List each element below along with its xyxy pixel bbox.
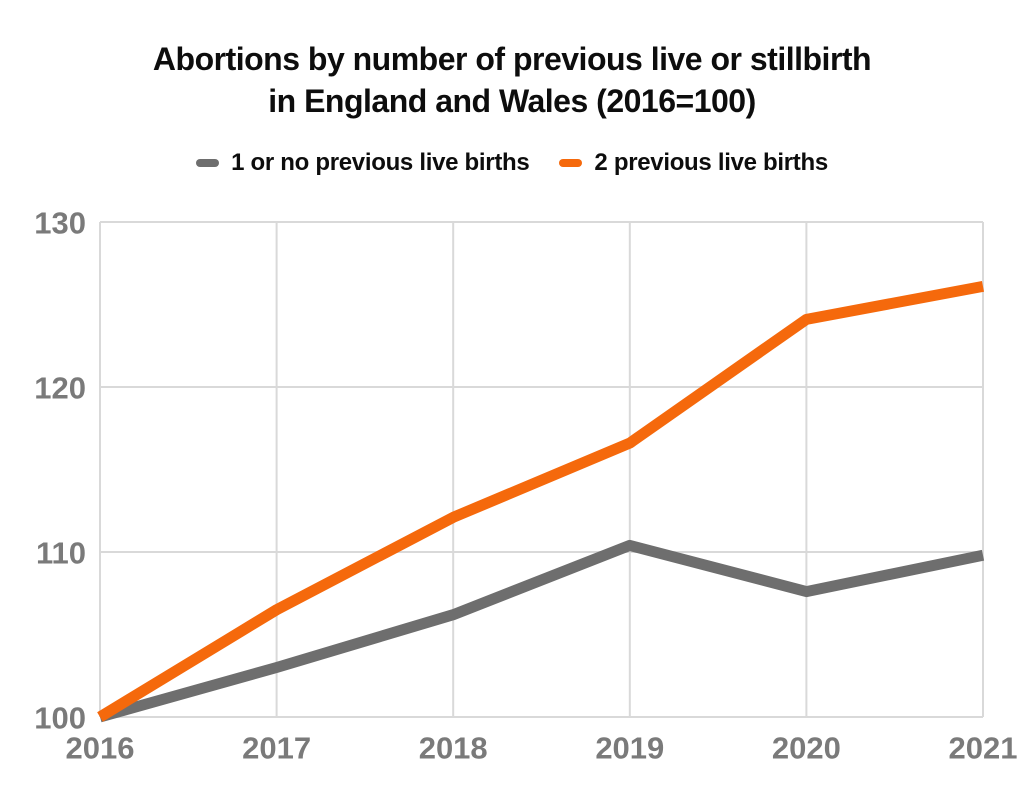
line-series-2 (97, 280, 985, 722)
x-tick-label-2018: 2018 (419, 731, 488, 766)
legend-label-orange: 2 previous live births (594, 149, 828, 176)
x-tick-label-2021: 2021 (949, 731, 1018, 766)
y-tick-label-130: 130 (34, 206, 86, 241)
legend-item-2-previous: 2 previous live births (559, 149, 828, 177)
legend-label-gray: 1 or no previous live births (231, 149, 530, 176)
x-tick-label-2017: 2017 (242, 731, 311, 766)
x-tick-label-2016: 2016 (66, 731, 135, 766)
line-series-1 (98, 539, 985, 723)
y-tick-label-120: 120 (34, 371, 86, 406)
chart-title-line1: Abortions by number of previous live or … (152, 41, 872, 77)
legend-swatch-gray (196, 159, 220, 167)
legend-swatch-orange (559, 159, 583, 167)
y-tick-label-100: 100 (34, 701, 86, 736)
chart-legend: 1 or no previous live births 2 previous … (0, 149, 1024, 177)
y-tick-label-110: 110 (36, 536, 86, 571)
chart-title: Abortions by number of previous live or … (0, 38, 1024, 122)
legend-item-1-or-no-previous: 1 or no previous live births (196, 149, 530, 177)
x-tick-label-2020: 2020 (772, 731, 841, 766)
x-tick-label-2019: 2019 (595, 731, 664, 766)
chart-title-line2: in England and Wales (2016=100) (268, 83, 756, 119)
